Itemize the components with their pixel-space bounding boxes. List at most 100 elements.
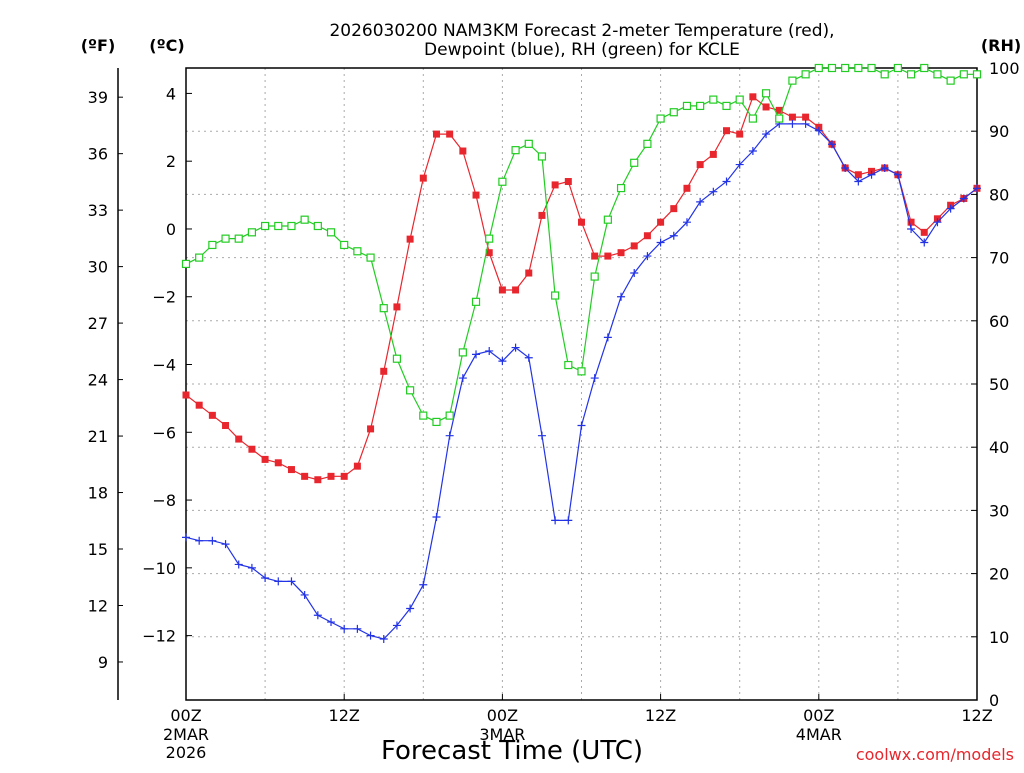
dewpoint-point xyxy=(735,160,744,169)
rh-point xyxy=(524,139,533,148)
dewpoint-point xyxy=(511,343,520,352)
dewpoint-point xyxy=(353,624,362,633)
data-series xyxy=(181,63,982,644)
temperature-point xyxy=(432,130,440,138)
dewpoint-point xyxy=(696,197,705,206)
rh-point xyxy=(274,221,283,231)
rh-point xyxy=(880,70,889,79)
dewpoint-point xyxy=(472,350,481,359)
rh-tick-label: 70 xyxy=(989,249,1009,268)
temperature-point xyxy=(314,476,322,484)
temperature-point xyxy=(419,174,427,182)
dewpoint-point xyxy=(893,170,902,179)
dewpoint-point xyxy=(959,194,968,203)
dewpoint-point xyxy=(524,353,533,362)
rh-point xyxy=(485,234,494,243)
rh-point xyxy=(392,354,402,363)
rh-point xyxy=(972,70,982,79)
rh-point xyxy=(195,253,204,262)
dewpoint-point xyxy=(801,119,810,128)
rh-point xyxy=(406,386,415,395)
dewpoint-point xyxy=(564,516,573,525)
rh-point xyxy=(709,95,718,104)
temperature-point xyxy=(525,269,533,277)
dewpoint-point xyxy=(379,635,388,644)
rh-point xyxy=(445,411,454,420)
temperature-point xyxy=(301,472,309,480)
rh-point xyxy=(537,152,547,161)
rh-point xyxy=(181,259,191,269)
x-tick-date-label: 3MAR xyxy=(479,725,525,744)
rh-point xyxy=(801,70,810,79)
rh-point xyxy=(511,146,520,155)
temperature-point xyxy=(683,184,691,192)
x-tick-label: 12Z xyxy=(645,706,676,725)
celsius-tick-label: −2 xyxy=(152,288,176,307)
rh-point xyxy=(498,177,507,186)
temperature-point xyxy=(446,130,454,138)
dewpoint-point xyxy=(208,536,217,545)
rh-tick-label: 100 xyxy=(989,59,1020,78)
dewpoint-point xyxy=(537,431,546,440)
rh-point xyxy=(906,70,916,79)
rh-point xyxy=(261,221,270,231)
rh-point xyxy=(630,158,639,167)
dewpoint-point xyxy=(432,513,441,522)
rh-point xyxy=(867,63,876,73)
dewpoint-point xyxy=(682,218,691,227)
rh-point xyxy=(643,139,652,148)
temperature-point xyxy=(551,181,559,189)
rh-point xyxy=(313,221,322,231)
x-tick-date-label: 2MAR xyxy=(163,725,209,744)
rh-point xyxy=(669,108,678,117)
temperature-point xyxy=(578,218,585,226)
dewpoint-point xyxy=(287,577,296,586)
dewpoint-point xyxy=(458,374,467,383)
dewpoint-point xyxy=(551,516,560,525)
dewpoint-series xyxy=(182,119,981,644)
rh-unit-label: (RH) xyxy=(981,36,1021,55)
temperature-point xyxy=(472,191,480,199)
rh-point xyxy=(814,63,823,73)
celsius-tick-label: 2 xyxy=(166,152,176,171)
rh-point xyxy=(603,215,612,224)
dewpoint-point xyxy=(946,204,955,213)
dewpoint-point xyxy=(933,218,942,227)
fahrenheit-tick-label: 24 xyxy=(88,371,108,390)
rh-point xyxy=(682,101,692,111)
x-axis-title: Forecast Time (UTC) xyxy=(381,736,643,766)
rh-tick-label: 0 xyxy=(989,691,999,710)
rh-point xyxy=(748,114,757,123)
dewpoint-point xyxy=(485,346,494,355)
dewpoint-point xyxy=(709,187,718,196)
rh-point xyxy=(761,89,771,98)
dewpoint-point xyxy=(247,563,256,572)
rh-point xyxy=(458,348,467,357)
fahrenheit-tick-label: 21 xyxy=(88,427,108,446)
chart-title-line1: 2026030200 NAM3KM Forecast 2-meter Tempe… xyxy=(329,21,834,41)
temperature-point xyxy=(287,466,295,474)
dewpoint-point xyxy=(603,333,612,342)
celsius-tick-label: −6 xyxy=(152,423,176,442)
dewpoint-point xyxy=(419,580,428,589)
dewpoint-point xyxy=(907,224,916,233)
rh-point xyxy=(946,76,955,85)
rh-point xyxy=(959,70,968,79)
rh-tick-label: 80 xyxy=(989,185,1009,204)
temperature-point xyxy=(222,422,230,430)
x-tick-label: 12Z xyxy=(329,706,360,725)
dewpoint-point xyxy=(630,269,639,278)
rh-point xyxy=(788,76,797,85)
rh-tick-label: 10 xyxy=(989,628,1009,647)
dewpoint-point xyxy=(867,170,876,179)
celsius-tick-label: −10 xyxy=(142,559,176,578)
rh-point xyxy=(208,240,217,250)
temperature-point xyxy=(920,228,928,236)
fahrenheit-tick-label: 9 xyxy=(98,653,108,672)
rh-point xyxy=(551,291,560,300)
rh-point xyxy=(775,114,784,123)
rh-point xyxy=(735,95,744,104)
dewpoint-point xyxy=(313,611,322,620)
rh-series xyxy=(181,63,982,427)
temperature-point xyxy=(762,103,770,111)
